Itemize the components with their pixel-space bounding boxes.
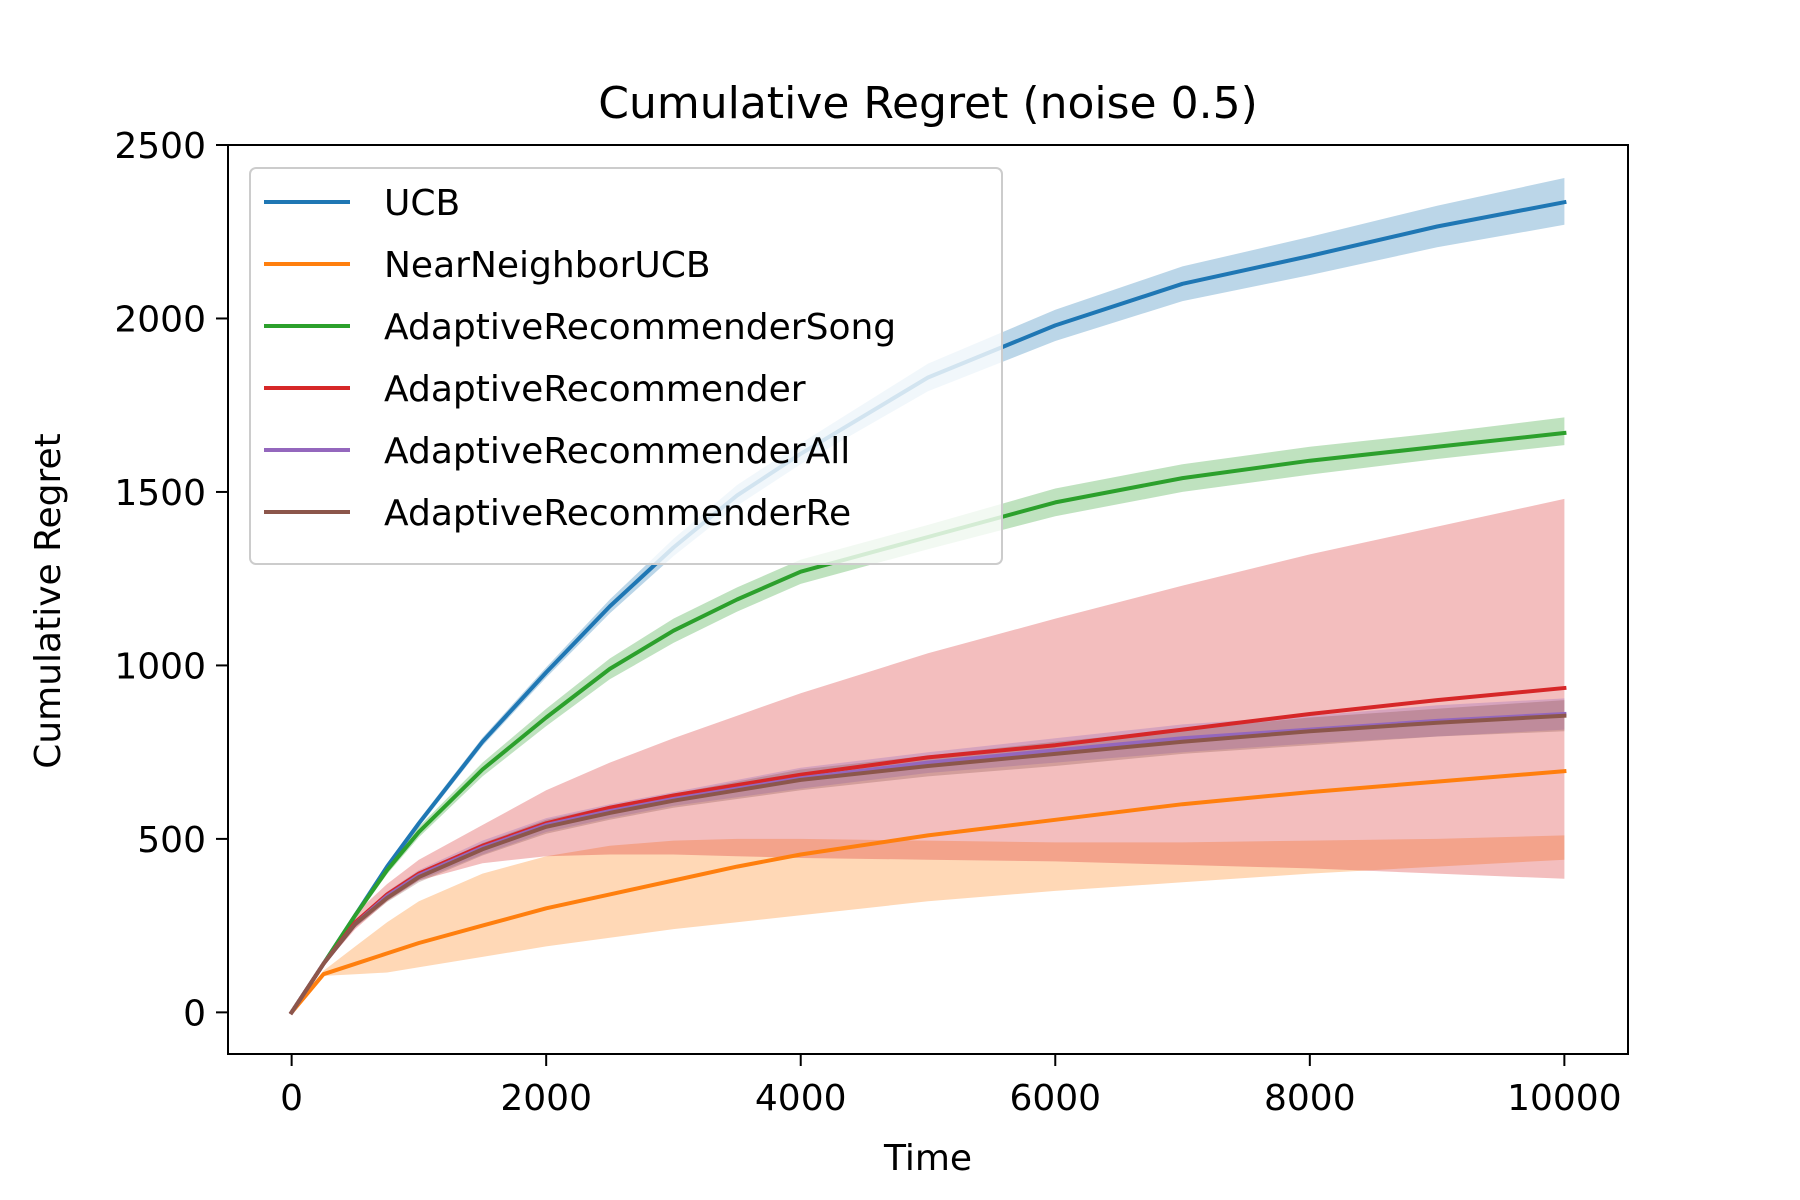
legend-label-2: NearNeighborUCB bbox=[384, 245, 711, 286]
series-line-6 bbox=[288, 713, 1567, 1016]
y-tick-label-5: 2500 bbox=[114, 126, 206, 167]
series-line-2 bbox=[288, 769, 1567, 1016]
x-tick-label-1: 2000 bbox=[500, 1078, 592, 1119]
y-tick-label-2: 1000 bbox=[114, 646, 206, 687]
y-tick-label-1: 500 bbox=[137, 820, 206, 861]
series-line-3 bbox=[288, 430, 1567, 1016]
x-tick-label-2: 4000 bbox=[755, 1078, 847, 1119]
y-axis-label: Cumulative Regret bbox=[28, 433, 69, 769]
axes: 0 2000 4000 6000 8000 10000 0 500 1000 1500 2000 25… bbox=[114, 126, 1629, 1119]
legend-box bbox=[249, 167, 1003, 565]
y-tick-label-3: 1500 bbox=[114, 473, 206, 514]
legend-label-4: AdaptiveRecommender bbox=[384, 369, 806, 410]
legend-label-1: UCB bbox=[384, 183, 460, 224]
legend: UCB NearNeighborUCB AdaptiveRecommenderSon… bbox=[249, 167, 1003, 565]
x-tick-label-0: 0 bbox=[280, 1078, 303, 1119]
legend-label-3: AdaptiveRecommenderSong bbox=[384, 307, 896, 348]
x-axis-label: Time bbox=[883, 1138, 972, 1179]
legend-label-5: AdaptiveRecommenderAll bbox=[384, 431, 850, 472]
band-2 bbox=[291, 835, 1565, 1013]
y-tick-label-4: 2000 bbox=[114, 299, 206, 340]
x-tick-label-3: 6000 bbox=[1009, 1078, 1101, 1119]
x-tick-label-4: 8000 bbox=[1264, 1078, 1356, 1119]
x-tick-label-5: 10000 bbox=[1507, 1078, 1622, 1119]
plot-frame bbox=[227, 144, 1629, 1055]
legend-label-6: AdaptiveRecommenderRe bbox=[384, 493, 851, 534]
chart-title: Cumulative Regret (noise 0.5) bbox=[598, 78, 1257, 129]
y-tick-label-0: 0 bbox=[183, 993, 206, 1034]
